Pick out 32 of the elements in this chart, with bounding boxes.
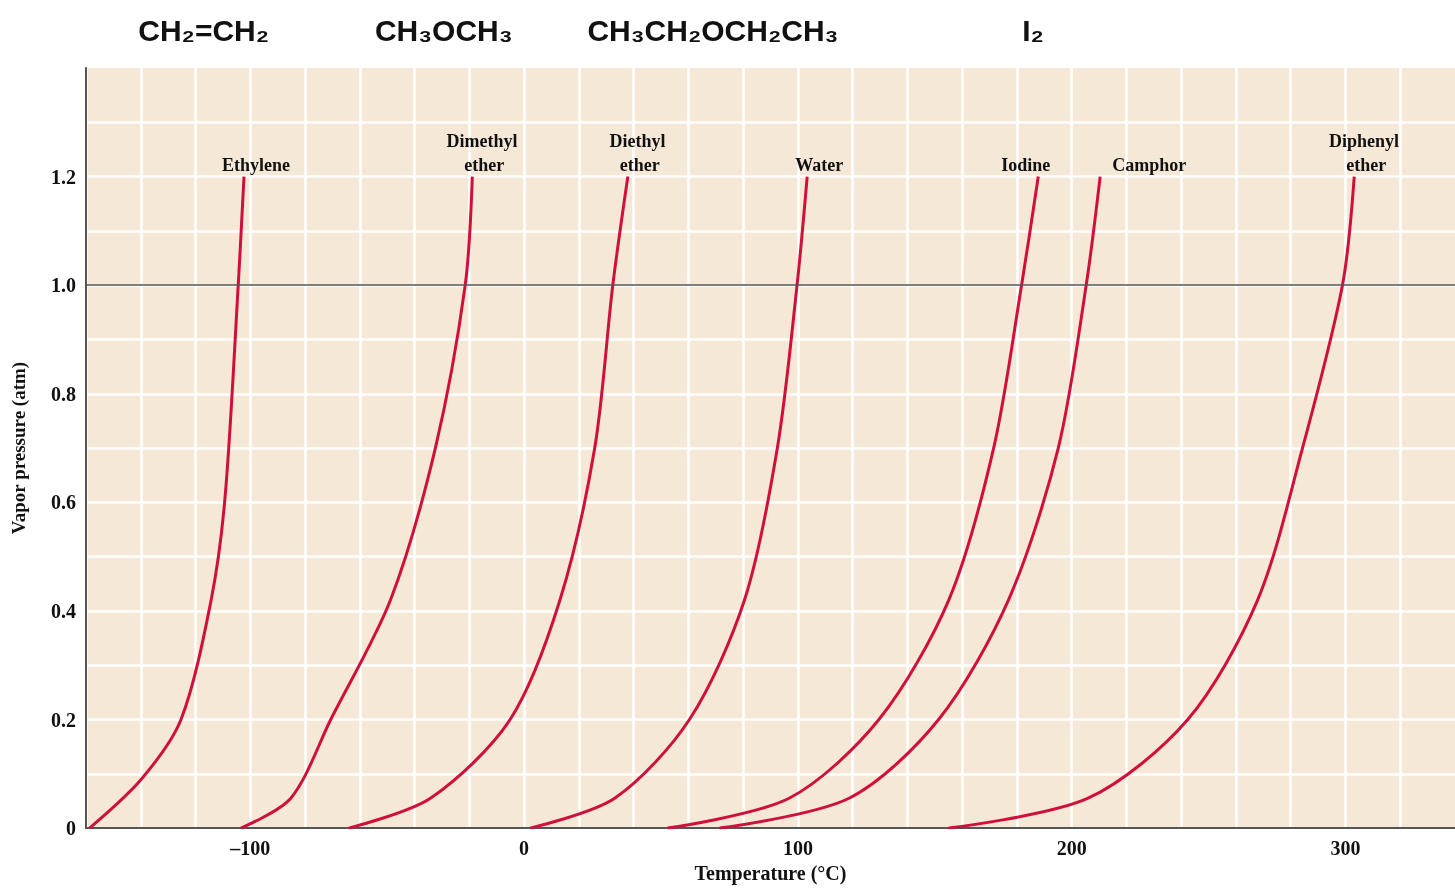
series-label: Dimethyl ether (446, 130, 523, 175)
line-series (718, 175, 1102, 830)
series-label: Diphenyl ether (1328, 130, 1404, 175)
line-series (347, 175, 630, 830)
x-axis-title: Temperature (°C) (694, 862, 847, 885)
x-tick-label: –100 (229, 837, 271, 860)
x-tick-label: 200 (1056, 837, 1087, 860)
line-series (666, 175, 1040, 830)
y-tick-label: 0 (66, 817, 76, 840)
series-label: Diethyl ether (609, 130, 671, 175)
text: CH₃OCH₃ (374, 13, 513, 47)
y-tick-label: 1.2 (51, 165, 76, 188)
text: CH₃CH₂OCH₂CH₃ (587, 13, 839, 47)
line-series (88, 175, 246, 830)
line-series (528, 175, 809, 830)
y-tick-label: 0.4 (51, 599, 76, 622)
series-label: Ethylene (221, 154, 290, 175)
series-label: Water (795, 154, 844, 175)
text: CH₂=CH₂ (138, 13, 270, 47)
y-axis-title: Vapor pressure (atm) (8, 361, 30, 535)
series-label: Iodine (1001, 154, 1051, 175)
y-tick-label: 1.0 (51, 274, 76, 297)
x-tick-label: 300 (1330, 837, 1361, 860)
x-tick-label: 100 (782, 837, 813, 860)
line-series (947, 175, 1356, 830)
y-tick-label: 0.2 (51, 708, 76, 731)
x-tick-label: 0 (519, 837, 530, 860)
line-series (239, 175, 474, 830)
y-tick-label: 0.6 (51, 491, 76, 514)
y-tick-label: 0.8 (51, 382, 76, 405)
text: I₂ (1022, 13, 1044, 47)
series-label: Camphor (1112, 154, 1187, 175)
